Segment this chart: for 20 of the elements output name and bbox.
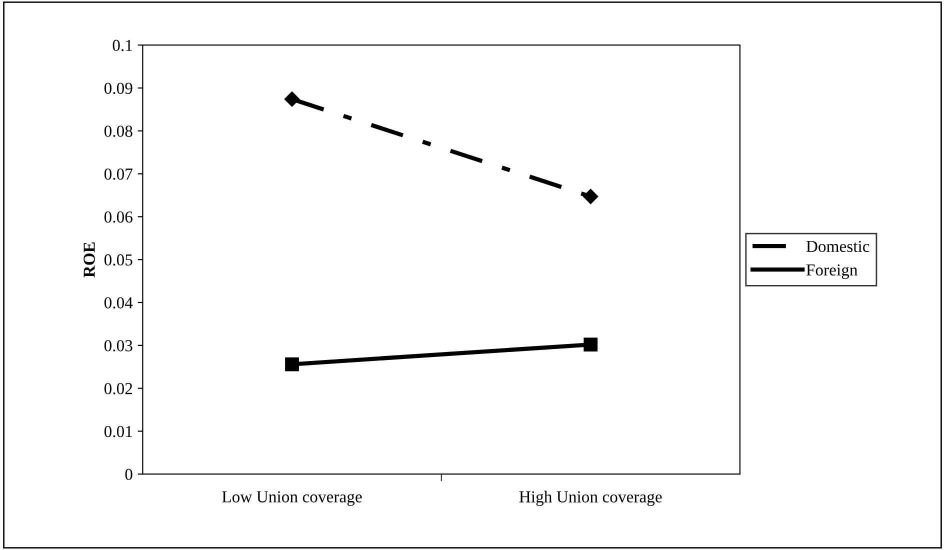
legend-label: Domestic bbox=[806, 240, 870, 252]
y-tick-label: 0.05 bbox=[104, 254, 132, 266]
point bbox=[284, 92, 300, 107]
x-tick-label: High Union coverage bbox=[519, 490, 662, 506]
y-tick-label: 0.06 bbox=[104, 211, 132, 223]
point bbox=[285, 357, 299, 372]
y-axis-title: ROE bbox=[84, 242, 95, 278]
y-tick-label: 0.08 bbox=[104, 126, 132, 137]
y-tick-label: 0.03 bbox=[104, 340, 132, 352]
y-tick-label: 0.07 bbox=[104, 168, 132, 180]
y-tick-label: 0.09 bbox=[104, 82, 132, 94]
y-tick-label: 0 bbox=[125, 468, 132, 480]
x-tick-label: Low Union coverage bbox=[222, 491, 362, 506]
y-tick-label: 0.1 bbox=[112, 40, 132, 52]
y-tick-label: 0.01 bbox=[104, 426, 132, 438]
y-tick-label: 0.02 bbox=[104, 383, 132, 394]
y-tick-label: 0.04 bbox=[104, 297, 133, 309]
point bbox=[583, 188, 598, 204]
legend-label: Foreign bbox=[806, 264, 858, 280]
point bbox=[584, 338, 598, 352]
